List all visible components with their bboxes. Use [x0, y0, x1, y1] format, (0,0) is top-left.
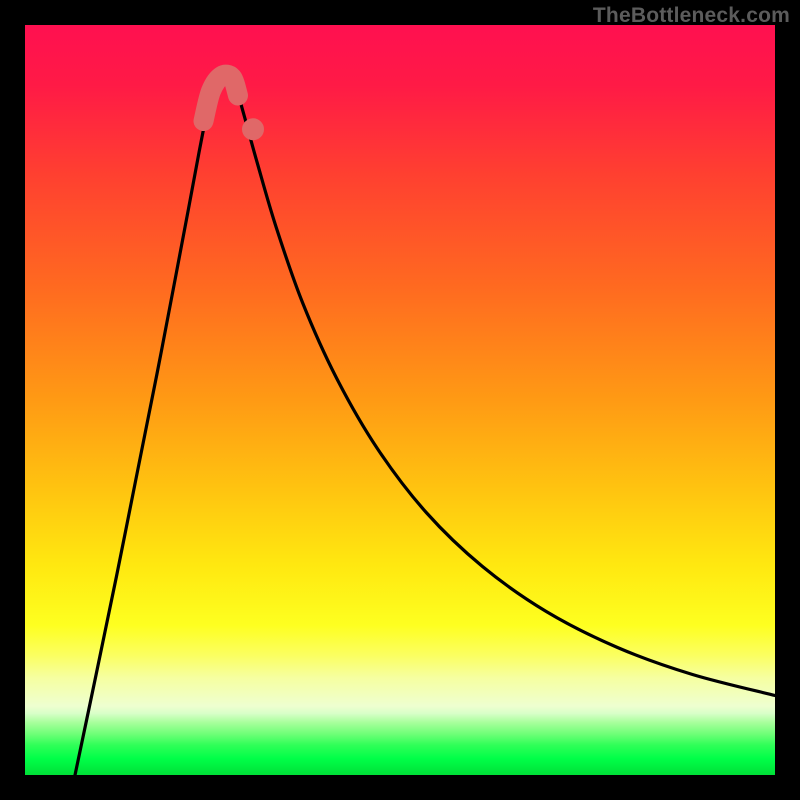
curves-layer: [25, 25, 775, 775]
marker-right-dot: [242, 118, 264, 140]
left-curve: [75, 72, 220, 776]
outer-frame: TheBottleneck.com: [0, 0, 800, 800]
right-curve: [231, 72, 776, 696]
marker-left-blob: [204, 75, 239, 121]
plot-area: [25, 25, 775, 775]
attribution-text: TheBottleneck.com: [593, 4, 790, 28]
